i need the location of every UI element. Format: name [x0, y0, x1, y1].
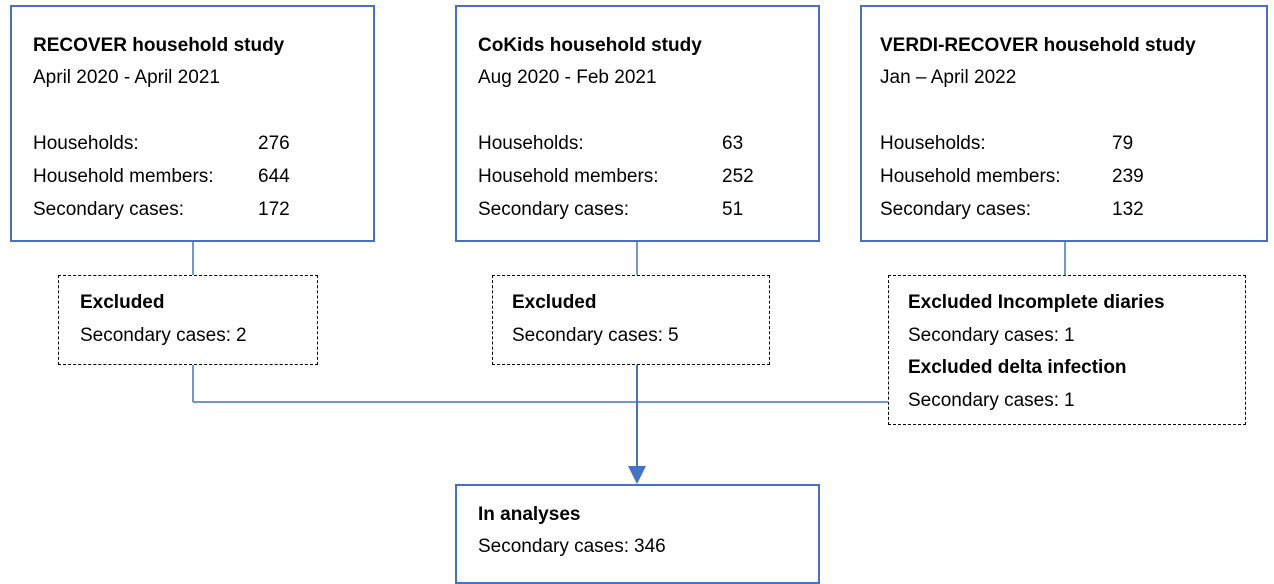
- final-box: [455, 484, 820, 584]
- connectors: [192, 242, 1066, 484]
- row-label: Households:: [478, 133, 584, 154]
- study-box: [455, 5, 820, 242]
- exclusion-label: Secondary cases:: [512, 325, 664, 346]
- exclusion-value: 5: [668, 325, 679, 346]
- exclusion-value: 1: [1064, 390, 1075, 411]
- exclusion-label: Secondary cases:: [908, 390, 1060, 411]
- final-value: 346: [634, 536, 666, 557]
- exclusion-title: Excluded: [80, 292, 165, 313]
- row-value: 51: [722, 199, 744, 220]
- final-title: In analyses: [478, 504, 581, 525]
- exclusion-title: Excluded Incomplete diaries: [908, 292, 1165, 313]
- row-value: 172: [258, 199, 290, 220]
- exclusion-value: 2: [236, 325, 247, 346]
- exclusion-box: [58, 275, 318, 365]
- row-value: 644: [258, 166, 290, 187]
- study-period: Aug 2020 - Feb 2021: [478, 67, 657, 88]
- study-title: VERDI-RECOVER household study: [880, 35, 1196, 56]
- row-value: 276: [258, 133, 290, 154]
- row-value: 132: [1112, 199, 1144, 220]
- study-box: [10, 5, 375, 242]
- row-value: 79: [1112, 133, 1134, 154]
- row-label: Secondary cases:: [880, 199, 1032, 220]
- row-label: Household members:: [33, 166, 214, 187]
- row-label: Household members:: [880, 166, 1061, 187]
- row-value: 252: [722, 166, 754, 187]
- row-value: 239: [1112, 166, 1144, 187]
- row-value: 63: [722, 133, 744, 154]
- exclusion-value: 1: [1064, 325, 1075, 346]
- row-label: Secondary cases:: [478, 199, 630, 220]
- exclusion-title: Excluded delta infection: [908, 357, 1127, 378]
- study-period: April 2020 - April 2021: [33, 67, 220, 88]
- study-title: RECOVER household study: [33, 35, 285, 56]
- row-label: Households:: [33, 133, 139, 154]
- exclusion-box: [492, 275, 770, 365]
- study-title: CoKids household study: [478, 35, 702, 56]
- exclusion-box: [888, 275, 1246, 425]
- row-label: Secondary cases:: [33, 199, 185, 220]
- page: RECOVER household study April 2020 - Apri…: [10, 5, 1268, 584]
- final-label: Secondary cases:: [478, 536, 630, 557]
- arrow-head: [628, 466, 646, 484]
- row-label: Households:: [880, 133, 986, 154]
- study-box: [860, 5, 1268, 242]
- study-period: Jan – April 2022: [880, 67, 1017, 88]
- exclusion-title: Excluded: [512, 292, 597, 313]
- exclusion-label: Secondary cases:: [80, 325, 232, 346]
- row-label: Household members:: [478, 166, 659, 187]
- exclusion-label: Secondary cases:: [908, 325, 1060, 346]
